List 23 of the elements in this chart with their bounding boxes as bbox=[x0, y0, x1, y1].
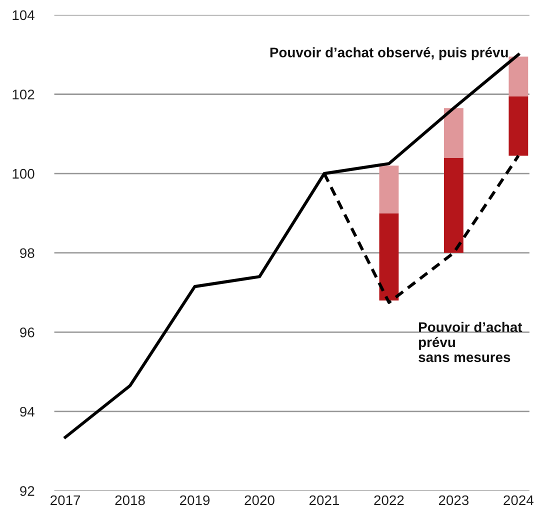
bar bbox=[508, 56, 528, 96]
y-tick-label: 100 bbox=[12, 168, 34, 179]
y-tick-label: 98 bbox=[20, 248, 34, 258]
y-tick-label: 104 bbox=[12, 10, 34, 20]
bar bbox=[444, 158, 464, 253]
x-tick-label: 2020 bbox=[244, 495, 274, 506]
y-tick-label: 102 bbox=[12, 90, 34, 100]
bar bbox=[444, 108, 464, 158]
y-tick-label: 96 bbox=[20, 328, 34, 338]
x-tick-label: 2019 bbox=[180, 495, 210, 506]
x-tick-label: 2021 bbox=[309, 495, 339, 506]
bar bbox=[379, 166, 399, 214]
x-tick-label: 2018 bbox=[115, 495, 145, 506]
annotation: Pouvoir d’achat prévu sans mesures bbox=[418, 322, 522, 362]
x-tick-label: 2023 bbox=[438, 495, 469, 506]
y-tick-label: 94 bbox=[20, 406, 34, 417]
y-tick-label: 92 bbox=[20, 486, 34, 496]
bar bbox=[508, 96, 528, 156]
x-tick-label: 2017 bbox=[50, 495, 80, 506]
x-tick-label: 2022 bbox=[374, 495, 404, 506]
x-tick-label: 2024 bbox=[504, 495, 534, 506]
bar bbox=[379, 213, 399, 300]
annotation: Pouvoir d’achat observé, puis prévu bbox=[270, 47, 508, 60]
